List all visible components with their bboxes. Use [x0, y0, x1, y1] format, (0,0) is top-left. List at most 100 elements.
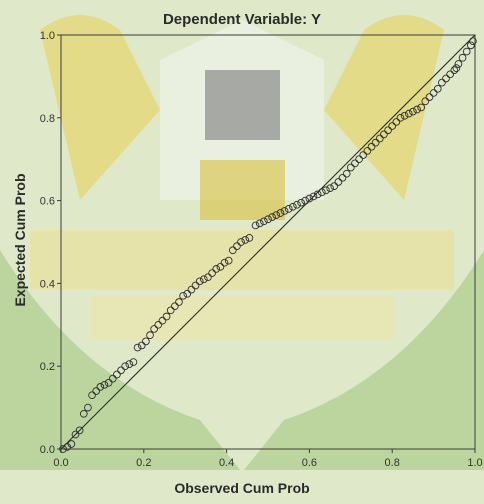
- data-point: [195, 277, 204, 286]
- data-point: [268, 213, 276, 222]
- data-point: [75, 426, 84, 435]
- data-point: [334, 178, 343, 186]
- data-point: [284, 205, 293, 213]
- data-point: [276, 209, 285, 217]
- data-point: [326, 184, 334, 193]
- data-point: [199, 275, 208, 284]
- data-point: [162, 312, 171, 321]
- data-point: [108, 374, 117, 383]
- chart-title: Dependent Variable: Y: [162, 11, 322, 28]
- data-point: [179, 291, 187, 300]
- x-tick-label: 0.2: [136, 457, 151, 469]
- data-point: [467, 41, 475, 50]
- x-tick-label: 0.6: [302, 457, 317, 469]
- data-point: [204, 273, 212, 282]
- data-point: [212, 265, 221, 273]
- data-point: [317, 188, 326, 197]
- x-tick-label: 0.8: [385, 457, 400, 469]
- data-point: [452, 64, 461, 72]
- data-point: [338, 173, 347, 182]
- data-point: [392, 118, 401, 126]
- data-point: [346, 163, 355, 172]
- data-point: [272, 211, 281, 219]
- data-point: [142, 337, 150, 346]
- data-point: [313, 190, 322, 199]
- data-point: [388, 122, 397, 130]
- data-point: [237, 238, 245, 246]
- data-point: [297, 198, 305, 207]
- y-tick-label: 0.8: [40, 113, 55, 125]
- data-point: [293, 200, 301, 209]
- y-tick-label: 0.6: [40, 196, 55, 208]
- data-point: [454, 60, 463, 68]
- y-tick-label: 1.0: [40, 30, 55, 42]
- data-point: [92, 387, 101, 395]
- data-point: [458, 53, 467, 62]
- data-point: [363, 147, 372, 155]
- data-point: [158, 316, 167, 325]
- data-point: [187, 285, 196, 294]
- y-tick-label: 0.0: [40, 444, 55, 456]
- data-point: [355, 155, 363, 164]
- x-tick-label: 0.0: [53, 457, 68, 469]
- data-point: [322, 186, 330, 195]
- data-point: [59, 445, 67, 453]
- data-point: [305, 194, 314, 203]
- data-point: [166, 306, 175, 315]
- data-point: [255, 219, 264, 228]
- data-point: [241, 236, 250, 244]
- data-point: [171, 302, 179, 311]
- data-point: [330, 182, 339, 190]
- data-point: [469, 37, 477, 46]
- data-point: [67, 440, 76, 448]
- data-point: [146, 331, 154, 340]
- data-point: [462, 47, 471, 56]
- data-point: [425, 93, 434, 101]
- data-point: [309, 192, 318, 201]
- data-point: [96, 383, 105, 391]
- data-point: [342, 169, 351, 178]
- data-point: [224, 256, 233, 265]
- y-tick-label: 0.4: [40, 278, 55, 290]
- data-point: [409, 107, 417, 116]
- x-axis-label: Observed Cum Prob: [174, 480, 310, 496]
- data-point: [88, 391, 96, 400]
- data-point: [208, 269, 216, 277]
- data-point: [384, 126, 392, 135]
- data-point: [260, 217, 268, 226]
- x-tick-label: 1.0: [467, 457, 482, 469]
- data-point: [121, 362, 130, 371]
- data-point: [359, 151, 368, 159]
- data-point: [228, 246, 237, 255]
- data-point: [442, 74, 450, 83]
- data-point: [280, 207, 289, 215]
- data-point: [175, 298, 183, 306]
- data-point: [371, 138, 380, 147]
- plot-frame: [60, 34, 476, 450]
- data-point: [433, 84, 442, 93]
- data-point: [79, 409, 88, 418]
- data-point: [421, 97, 430, 106]
- data-point: [129, 358, 138, 366]
- data-point: [288, 202, 297, 211]
- data-point: [367, 142, 376, 151]
- data-point: [104, 378, 113, 387]
- data-point: [191, 281, 200, 290]
- y-tick-label: 0.2: [40, 361, 55, 373]
- data-point: [117, 366, 125, 375]
- data-point: [245, 234, 254, 242]
- data-point: [380, 130, 388, 139]
- data-point: [133, 343, 142, 352]
- reference-line: [60, 34, 476, 450]
- data-point: [125, 360, 134, 368]
- data-point: [413, 105, 421, 114]
- data-point: [183, 289, 192, 298]
- data-point: [220, 258, 229, 267]
- data-point: [450, 66, 459, 75]
- data-point: [84, 403, 92, 412]
- data-point: [100, 380, 109, 389]
- data-point: [233, 242, 241, 250]
- data-point: [446, 70, 455, 79]
